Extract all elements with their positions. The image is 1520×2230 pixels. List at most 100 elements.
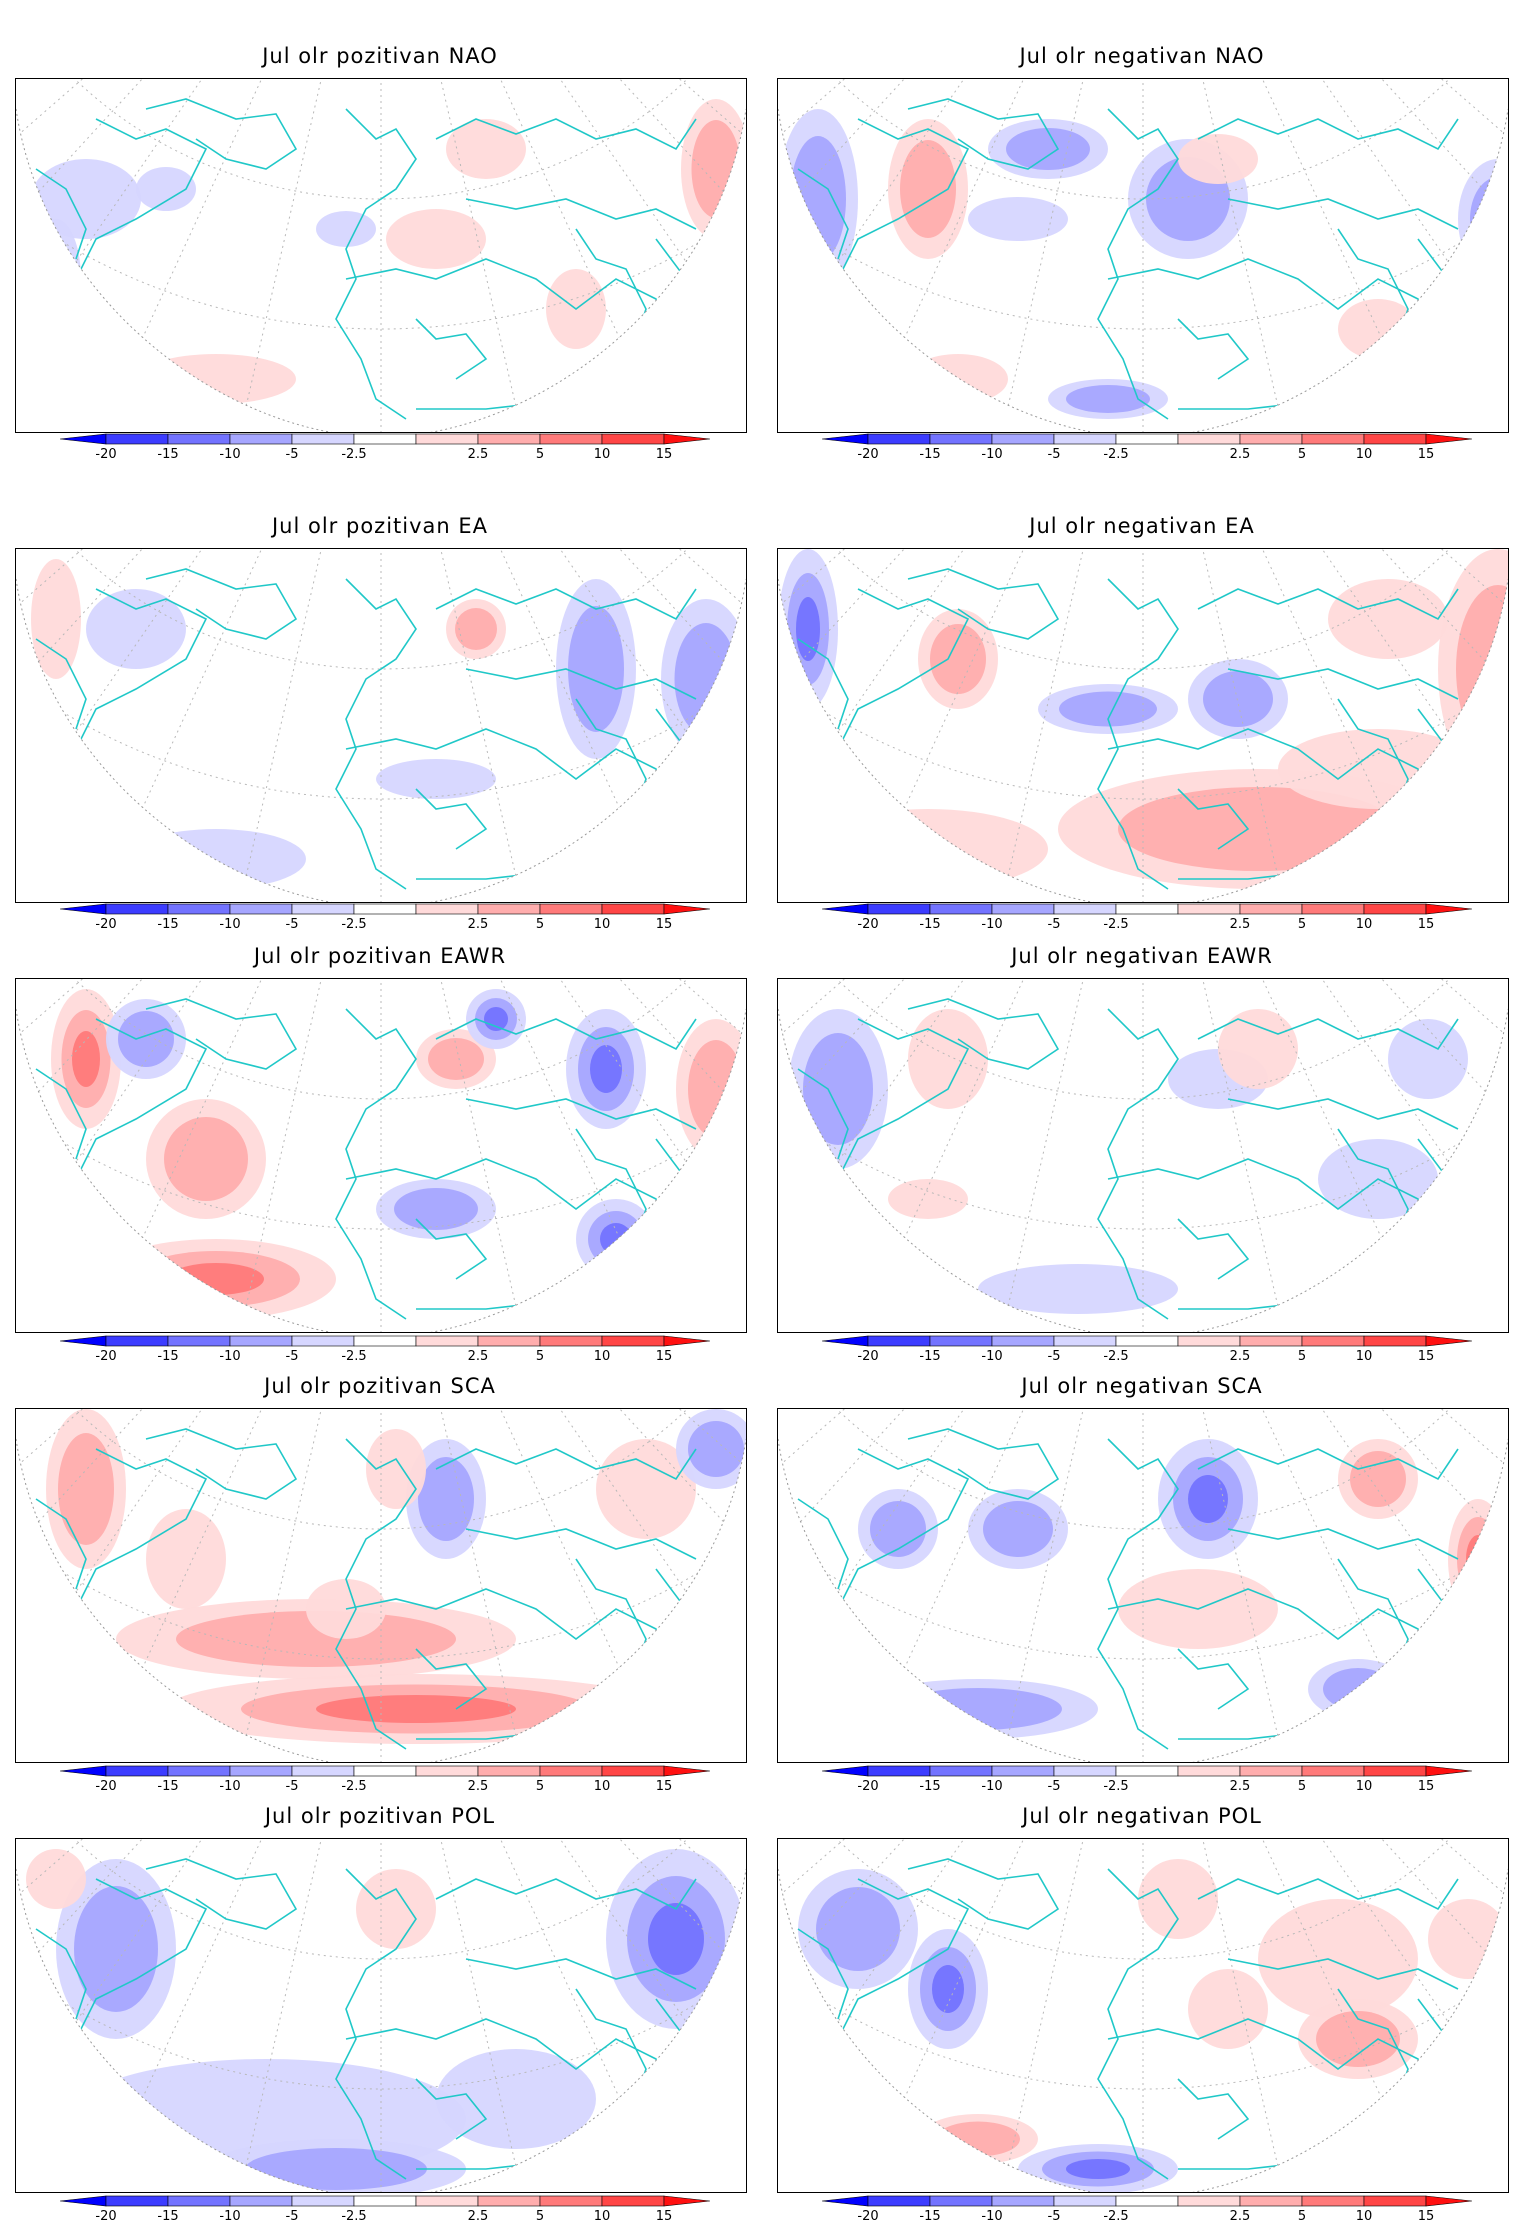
- colorbar: -20-15-10-5-2.52.55101520: [59, 433, 734, 463]
- colorbar-segment: [1239, 1335, 1303, 1347]
- anomaly-contour: [590, 1045, 622, 1093]
- anomaly-contour: [136, 354, 296, 404]
- colorbar-segment: [291, 1335, 355, 1347]
- colorbar-segment: [353, 903, 417, 915]
- colorbar-tick-label: -2.5: [341, 447, 366, 462]
- colorbar-segment: [1301, 903, 1365, 915]
- colorbar-tick-label: -2.5: [341, 917, 366, 932]
- colorbar-tick-label: 10: [1356, 1349, 1373, 1364]
- colorbar-segment: [415, 903, 479, 915]
- colorbar-segment: [229, 903, 293, 915]
- anomaly-contour: [568, 606, 624, 732]
- colorbar-tick-label: 5: [536, 1349, 544, 1364]
- colorbar-segment: [477, 1335, 541, 1347]
- anomaly-contour: [176, 1611, 456, 1667]
- map-domain: [778, 1839, 1508, 2192]
- anomaly-contour: [316, 211, 376, 247]
- domain-edge: [778, 108, 1508, 432]
- colorbar-segment: [991, 433, 1055, 445]
- map-plot: [778, 79, 1508, 432]
- anomaly-contour: [418, 1457, 474, 1541]
- colorbar-segment: [415, 433, 479, 445]
- colorbar-segment: [105, 903, 169, 915]
- anomaly-map: [15, 1408, 747, 1763]
- colorbar-segment: [1053, 2195, 1117, 2207]
- colorbar-segment: [477, 1765, 541, 1777]
- colorbar-segment: [1363, 903, 1427, 915]
- map-plot: [16, 1409, 746, 1762]
- colorbar-segment: [477, 433, 541, 445]
- colorbar-segment: [1053, 1335, 1117, 1347]
- colorbar-segment: [105, 2195, 169, 2207]
- colorbar-tick-label: -5: [286, 2209, 299, 2224]
- colorbar-tick-label: -20: [95, 1779, 116, 1794]
- map-plot: [16, 979, 746, 1332]
- colorbar: -20-15-10-5-2.52.55101520: [821, 903, 1496, 933]
- anomaly-contour: [936, 2121, 1020, 2157]
- colorbar-segment: [539, 1335, 603, 1347]
- colorbar-tick-label: -2.5: [341, 1349, 366, 1364]
- colorbar-segment: [539, 2195, 603, 2207]
- colorbar-segment: [867, 1335, 931, 1347]
- colorbar: -20-15-10-5-2.52.55101520: [821, 2195, 1496, 2225]
- panel-title: Jul olr pozitivan POL: [264, 1804, 496, 1828]
- colorbar-tick-label: 5: [536, 2209, 544, 2224]
- colorbar-segment: [1115, 1765, 1179, 1777]
- colorbar-tick-label: -20: [857, 447, 878, 462]
- panel-title: Jul olr pozitivan SCA: [264, 1374, 496, 1398]
- colorbar-tick-label: -15: [157, 2209, 178, 2224]
- colorbar-tick-label: -2.5: [341, 1779, 366, 1794]
- anomaly-map: [777, 1408, 1509, 1763]
- colorbar: -20-15-10-5-2.52.55101520: [821, 433, 1496, 463]
- colorbar-tick-label: 15: [656, 1349, 673, 1364]
- anomaly-map: [777, 1838, 1509, 2193]
- domain-edge: [778, 1868, 1508, 2192]
- colorbar-tick-label: -20: [95, 1349, 116, 1364]
- colorbar-segment: [867, 433, 931, 445]
- colorbar-tick-label: -20: [95, 447, 116, 462]
- colorbar-segment: [991, 2195, 1055, 2207]
- colorbar-tick-label: -2.5: [1103, 2209, 1128, 2224]
- colorbar-segment: [105, 1765, 169, 1777]
- colorbar-segment: [477, 2195, 541, 2207]
- colorbar-segment: [105, 433, 169, 445]
- graticule: [16, 79, 746, 432]
- panel-title: Jul olr negativan NAO: [1019, 44, 1265, 68]
- colorbar-segment: [929, 433, 993, 445]
- colorbar-segment: [1053, 433, 1117, 445]
- anomaly-contour: [1218, 1009, 1298, 1089]
- colorbar-segment: [1239, 2195, 1303, 2207]
- colorbar-tick-label: 2.5: [468, 917, 489, 932]
- colorbar-tick-label: -20: [857, 1349, 878, 1364]
- anomaly-contour: [455, 608, 497, 650]
- domain-edge: [16, 1868, 746, 2192]
- graticule: [16, 979, 746, 1332]
- colorbar-segment: [601, 433, 665, 445]
- colorbar-segment: [1177, 1335, 1241, 1347]
- coastlines: [797, 568, 1469, 890]
- domain-edge: [16, 1438, 746, 1762]
- colorbar-tick-label: -15: [157, 1349, 178, 1364]
- colorbar-segment: [601, 903, 665, 915]
- colorbar-tick-label: -15: [919, 447, 940, 462]
- colorbar-segment: [229, 1765, 293, 1777]
- colorbar-tick-label: 2.5: [468, 2209, 489, 2224]
- colorbar-tick-label: 5: [1298, 1349, 1306, 1364]
- anomaly-contour: [600, 1223, 632, 1255]
- colorbar-tick-label: -10: [219, 917, 240, 932]
- colorbar-segment: [167, 903, 231, 915]
- panel-title: Jul olr negativan EA: [1029, 514, 1255, 538]
- anomaly-contour: [58, 1433, 114, 1545]
- colorbar-tick-label: -5: [286, 1779, 299, 1794]
- colorbar-tick-label: -5: [1048, 1779, 1061, 1794]
- map-domain: [778, 979, 1508, 1332]
- colorbar-segment: [353, 433, 417, 445]
- colorbar-segment: [1301, 2195, 1365, 2207]
- colorbar-tick-label: 2.5: [468, 1349, 489, 1364]
- panel-title: Jul olr pozitivan EAWR: [253, 944, 507, 968]
- colorbar-tick-label: 5: [1298, 917, 1306, 932]
- colorbar-tick-label: 5: [1298, 1779, 1306, 1794]
- anomaly-contour: [870, 1501, 926, 1557]
- anomaly-contour: [1278, 729, 1478, 809]
- anomaly-contour: [691, 120, 741, 218]
